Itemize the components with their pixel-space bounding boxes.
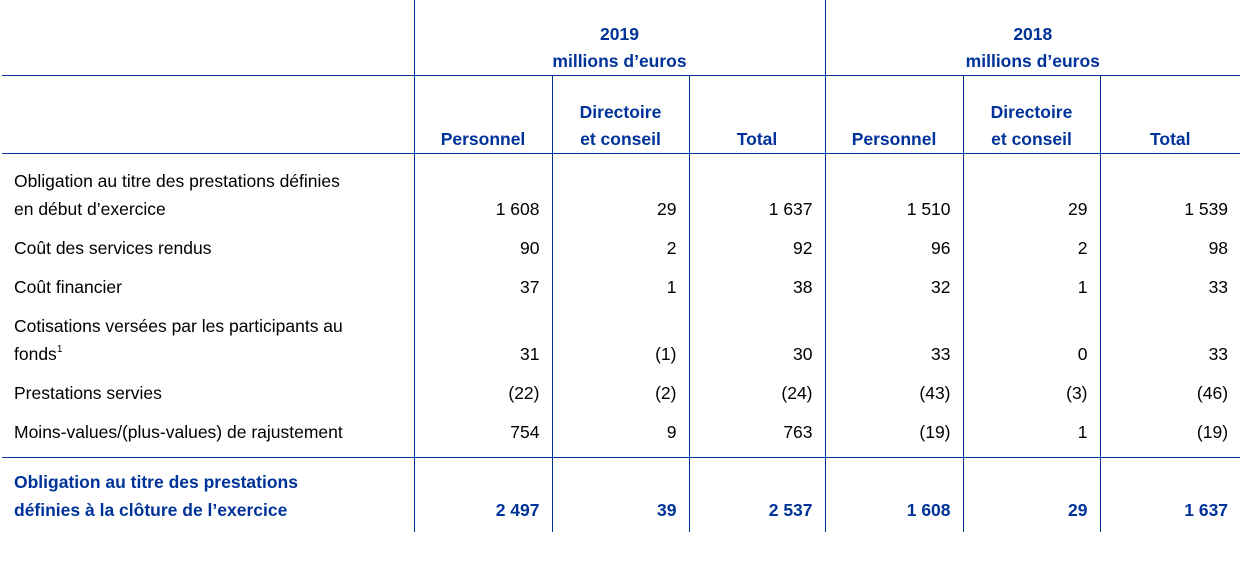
year-2019-header: 2019 millions d’euros (413, 0, 826, 76)
col-2019-total: Total (688, 75, 826, 154)
table-row: Cotisations versées par les participants… (2, 312, 1240, 379)
col-2019-directoire: Directoire et conseil (551, 75, 689, 154)
year-2018-header: 2018 millions d’euros (824, 0, 1240, 76)
cell-2019-directoire: (1) (551, 312, 689, 379)
cell-2019-directoire: 9 (551, 418, 689, 458)
col-2019-directoire-line1: Directoire (579, 102, 662, 122)
cell-2018-total: 98 (1099, 234, 1240, 273)
col-2018-personnel: Personnel (824, 75, 964, 154)
cell-2018-total: (46) (1099, 379, 1240, 418)
table-row: Moins-values/(plus-values) de rajustemen… (2, 418, 1240, 458)
column-header-row: Personnel Directoire et conseil Total Pe… (2, 75, 1240, 154)
col-2019-personnel: Personnel (413, 75, 552, 154)
col-2018-directoire-line1: Directoire (990, 102, 1073, 122)
row-label: Cotisations versées par les participants… (2, 312, 414, 379)
total-2019-directoire: 39 (551, 457, 689, 532)
cell-2019-directoire: 1 (551, 273, 689, 312)
total-2019-personnel: 2 497 (413, 457, 552, 532)
cell-2018-directoire: (3) (962, 379, 1101, 418)
header-blank-cell (2, 75, 414, 154)
footnote-marker: 1 (56, 344, 63, 355)
cell-2018-personnel: 96 (824, 234, 964, 273)
row-label: Coût financier (14, 277, 122, 297)
unit-2018-label: millions d’euros (965, 51, 1100, 71)
table-row: Coût des services rendus 90 2 92 96 2 98 (2, 234, 1240, 273)
col-2018-total: Total (1099, 75, 1240, 154)
table-row: Coût financier 37 1 38 32 1 33 (2, 273, 1240, 312)
cell-2019-total: (24) (688, 379, 826, 418)
cell-2018-total: 33 (1099, 273, 1240, 312)
total-label: Obligation au titre des prestations défi… (2, 457, 414, 532)
year-header-row: 2019 millions d’euros 2018 millions d’eu… (2, 0, 1240, 76)
total-2018-total: 1 637 (1099, 457, 1240, 532)
table-row: Obligation au titre des prestations défi… (2, 153, 1240, 235)
col-2019-directoire-line2: et conseil (580, 129, 661, 149)
cell-2019-total: 763 (688, 418, 826, 458)
cell-2018-personnel: (43) (824, 379, 964, 418)
cell-2018-personnel: (19) (824, 418, 964, 458)
row-label: Coût des services rendus (14, 238, 212, 258)
row-label-text: fonds (14, 344, 57, 364)
row-label: Moins-values/(plus-values) de rajustemen… (14, 422, 343, 442)
cell-2018-personnel: 1 510 (824, 153, 964, 234)
pension-obligation-table: 2019 millions d’euros 2018 millions d’eu… (2, 0, 1240, 532)
cell-2019-total: 30 (688, 312, 826, 379)
total-row: Obligation au titre des prestations défi… (2, 457, 1240, 532)
table-row: Prestations servies (22) (2) (24) (43) (… (2, 379, 1240, 418)
cell-2019-personnel: 1 608 (413, 153, 552, 234)
cell-2019-total: 1 637 (688, 153, 826, 234)
cell-2019-directoire: 2 (551, 234, 689, 273)
unit-2019-label: millions d’euros (552, 51, 687, 71)
row-label: Obligation au titre des prestations défi… (2, 154, 414, 235)
cell-2018-personnel: 33 (824, 312, 964, 379)
cell-2019-total: 92 (688, 234, 826, 273)
cell-2018-total: (19) (1099, 418, 1240, 458)
cell-2019-directoire: (2) (551, 379, 689, 418)
cell-2019-personnel: 90 (413, 234, 552, 273)
row-label-line1: Obligation au titre des prestations défi… (14, 171, 340, 191)
year-2019-label: 2019 (600, 24, 639, 44)
cell-2019-directoire: 29 (551, 153, 689, 234)
total-label-line2: définies à la clôture de l’exercice (14, 500, 288, 520)
year-2018-label: 2018 (1013, 24, 1053, 44)
row-label-line1: Cotisations versées par les participants… (14, 316, 343, 336)
cell-2018-personnel: 32 (824, 273, 964, 312)
cell-2019-personnel: 37 (413, 273, 552, 312)
cell-2018-directoire: 0 (962, 312, 1101, 379)
cell-2018-total: 1 539 (1099, 153, 1240, 234)
cell-2018-directoire: 29 (962, 153, 1101, 234)
total-2018-directoire: 29 (962, 457, 1101, 532)
cell-2019-personnel: 31 (413, 312, 552, 379)
cell-2018-total: 33 (1099, 312, 1240, 379)
cell-2018-directoire: 1 (962, 273, 1101, 312)
total-2018-personnel: 1 608 (824, 457, 964, 532)
cell-2019-personnel: (22) (413, 379, 552, 418)
total-label-line1: Obligation au titre des prestations (14, 472, 298, 492)
cell-2018-directoire: 2 (962, 234, 1101, 273)
row-label: Prestations servies (14, 383, 162, 403)
row-label-line2: en début d’exercice (14, 199, 166, 219)
total-2019-total: 2 537 (688, 457, 826, 532)
cell-2019-personnel: 754 (413, 418, 552, 458)
row-label-line2: fonds1 (14, 340, 414, 368)
header-blank-cell (2, 0, 414, 76)
cell-2018-directoire: 1 (962, 418, 1101, 458)
col-2018-directoire-line2: et conseil (991, 129, 1072, 149)
col-2018-directoire: Directoire et conseil (962, 75, 1101, 154)
cell-2019-total: 38 (688, 273, 826, 312)
